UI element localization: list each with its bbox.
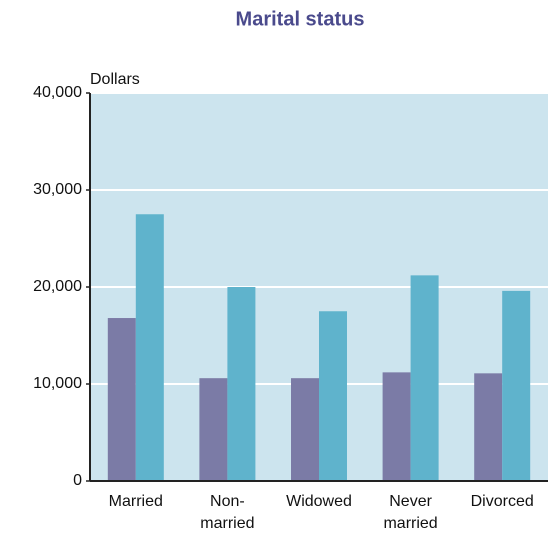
bar (291, 378, 319, 481)
x-tick-label: Never married (383, 493, 437, 532)
bar (319, 311, 347, 481)
chart-title: Marital status (236, 8, 365, 30)
x-tick-label: Widowed (286, 493, 352, 510)
x-tick-label: Married (109, 493, 163, 510)
bar (135, 214, 164, 481)
bar (474, 373, 503, 481)
bar (227, 287, 256, 481)
bar (382, 372, 411, 481)
bar (199, 378, 228, 481)
x-tick-label: Divorced (471, 493, 534, 510)
x-tick-label: Non-married (200, 493, 254, 532)
y-tick-label: 0 (73, 472, 82, 489)
y-tick-label: 30,000 (33, 181, 82, 198)
bar (107, 318, 136, 481)
y-tick-label: 10,000 (33, 375, 82, 392)
y-tick-label: 40,000 (33, 84, 82, 101)
y-axis-label: Dollars (90, 71, 140, 88)
bar (502, 290, 531, 481)
y-tick-label: 20,000 (33, 278, 82, 295)
bar (410, 275, 439, 481)
